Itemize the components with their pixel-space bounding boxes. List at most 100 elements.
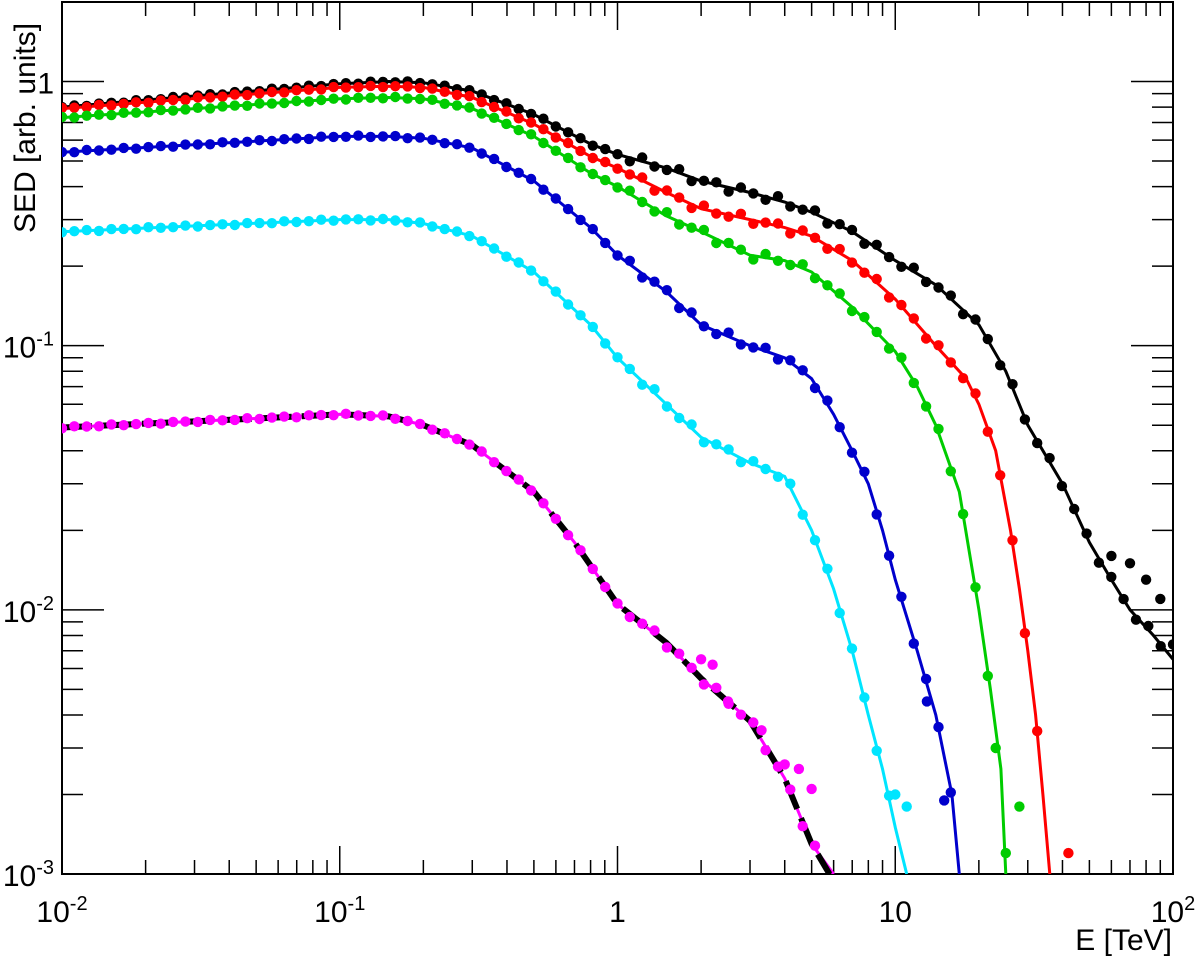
data-point [402,81,413,92]
data-point [464,230,475,242]
data-point [464,102,475,113]
data-point [735,244,747,255]
data-point [390,413,401,424]
data-point [624,363,635,375]
data-point [192,102,203,114]
data-point [303,410,315,421]
data-point [711,237,722,249]
data-point [93,99,105,111]
data-point [1032,725,1043,737]
data-point [760,248,771,260]
data-point [451,433,463,445]
data-point [180,94,191,106]
data-point [871,273,882,285]
data-point [130,107,142,118]
data-point [908,262,919,273]
data-point [390,215,401,226]
data-point [921,696,933,707]
data-point [723,186,734,197]
data-point [427,94,438,106]
data-point [377,93,389,104]
data-point [303,96,315,107]
data-point [772,191,784,202]
data-point [204,414,216,426]
data-point [748,218,759,229]
data-point [118,142,129,154]
data-point [1106,550,1117,562]
data-point [748,188,759,199]
y-tick-label: 1 [37,68,54,101]
data-point [735,457,747,468]
data-point [933,340,944,351]
data-point [562,152,574,164]
data-point [316,214,327,225]
data-point [513,257,524,268]
data-point [674,412,685,424]
data-point [674,192,685,203]
data-point [390,130,401,142]
data-point [698,321,710,332]
data-point [229,100,240,111]
data-point [600,143,611,155]
data-point [1044,452,1055,464]
data-point [414,132,426,143]
data-point [402,217,413,228]
data-point [106,419,117,430]
data-point [637,379,648,390]
data-point [834,422,845,433]
y-axis-title: SED [arb. units] [9,23,42,233]
data-point [806,783,817,795]
data-point [353,130,364,141]
data-point [501,251,512,262]
data-point [722,696,734,707]
data-point [587,563,598,575]
data-point [439,86,450,98]
data-point [155,95,166,106]
data-point [1007,379,1018,390]
data-point [809,535,821,546]
data-point [377,213,389,225]
data-point [155,104,166,116]
data-point [859,466,870,477]
data-point [939,795,950,806]
data-point [562,299,574,310]
data-point [390,91,401,103]
data-point [859,311,870,323]
data-point [118,107,129,119]
data-point [575,133,586,144]
data-point [217,101,228,112]
data-point [661,401,673,412]
data-point [920,401,932,412]
data-point [525,265,537,276]
data-point [488,101,500,113]
data-point [501,465,512,477]
data-point [501,98,512,109]
data-point [488,243,500,254]
data-point [797,365,808,376]
data-point [513,167,524,178]
data-point [81,102,92,113]
data-point [711,439,722,450]
data-point [562,127,574,138]
data-point [785,201,796,212]
data-point [624,185,635,196]
data-point [69,102,80,113]
data-point [328,93,339,104]
data-point [62,111,68,123]
data-point [822,218,833,229]
data-point [229,414,240,426]
data-point [303,84,315,95]
data-point [513,124,524,136]
data-point [291,95,302,107]
data-point [809,382,821,394]
data-point [106,144,117,155]
data-point [229,89,240,100]
data-point [1118,593,1129,605]
data-point [562,203,574,215]
data-point [785,478,796,489]
data-point [81,110,92,121]
data-point [723,327,734,338]
data-point [180,104,191,115]
data-point [93,109,105,120]
data-point [957,309,969,320]
